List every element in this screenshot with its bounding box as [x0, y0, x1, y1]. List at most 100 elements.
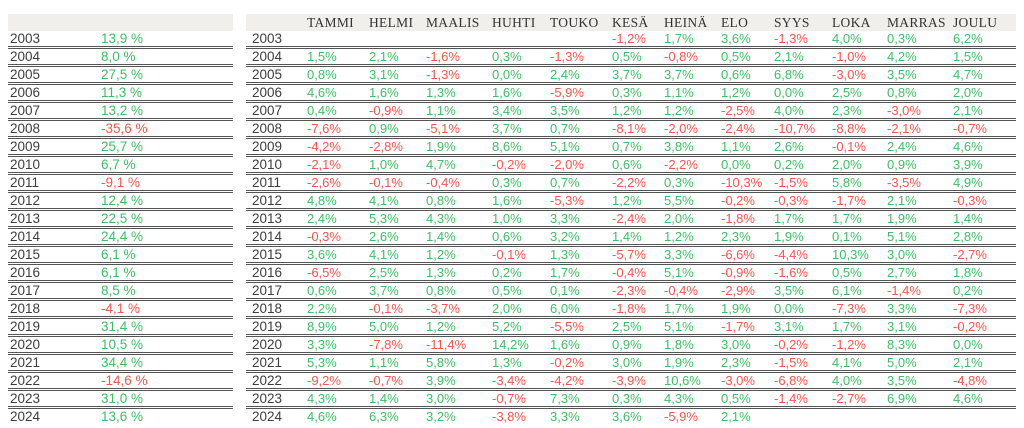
monthly-return-cell: 2,5%: [831, 83, 886, 103]
monthly-return-cell: -0,2%: [720, 191, 773, 211]
table-row: 2022 -9,2% -0,7% 3,9% -3,4% -4,2% -3,9% 10,6% -3…: [246, 371, 1016, 391]
table-row: 2003 -1,2% 1,7% 3,6% -1,3% 4,0% 0,3% 6,2%: [246, 31, 1016, 49]
monthly-return-cell: 4,3%: [306, 389, 368, 409]
monthly-return-cell: -4,2%: [549, 371, 611, 391]
monthly-return-cell: 5,8%: [831, 173, 886, 193]
monthly-return-cell: 6,1%: [831, 281, 886, 301]
table-row: 2012 4,8% 4,1% 0,8% 1,6% -5,3% 1,2% 5,5% -0,2% -0…: [246, 191, 1016, 211]
table-row: 2024 13,6 %: [8, 408, 233, 424]
monthly-return-cell: -1,8%: [720, 209, 773, 229]
table-row: 2015 3,6% 4,1% 1,2% -0,1% 1,3% -5,7% 3,3% -6,6% -…: [246, 245, 1016, 265]
monthly-return-cell: 3,1%: [368, 65, 425, 85]
table-row: 2011 -9,1 %: [8, 173, 233, 193]
table-row: 2008 -35,6 %: [8, 119, 233, 139]
annual-return-cell: 13,9 %: [100, 31, 233, 49]
monthly-return-cell: 2,4%: [549, 65, 611, 85]
monthly-return-cell: 1,7%: [549, 263, 611, 283]
monthly-return-cell: [831, 408, 886, 425]
month-header-cell: SYYS: [773, 14, 831, 31]
monthly-return-cell: 6,2%: [952, 31, 1016, 49]
monthly-return-cell: -2,4%: [611, 209, 663, 229]
monthly-return-cell: 4,2%: [886, 47, 952, 67]
monthly-return-cell: 0,5%: [491, 281, 549, 301]
annual-return-cell: 25,7 %: [100, 137, 233, 157]
table-row: 2007 0,4% -0,9% 1,1% 3,4% 3,5% 1,2% 1,2% -2,5% 4,…: [246, 101, 1016, 121]
monthly-return-cell: 1,3%: [425, 263, 491, 283]
monthly-return-cell: -0,1%: [831, 137, 886, 157]
monthly-return-cell: 3,6%: [612, 409, 642, 424]
monthly-return-cell: -0,9%: [720, 263, 773, 283]
monthly-return-cell: 5,3%: [306, 353, 368, 373]
monthly-return-cell: 1,7%: [831, 317, 886, 337]
year-cell: 2013: [246, 209, 306, 229]
monthly-return-cell: 0,8%: [306, 65, 368, 85]
year-cell: 2019: [8, 317, 100, 337]
monthly-return-cell: 1,2%: [663, 101, 720, 121]
monthly-return-cell: 0,6%: [611, 155, 663, 175]
monthly-return-cell: 4,3%: [425, 209, 491, 229]
monthly-return-cell: 2,2%: [306, 299, 368, 319]
monthly-return-cell: 1,7%: [663, 31, 720, 49]
table-row: 2023 31,0 %: [8, 389, 233, 409]
monthly-return-cell: 7,3%: [549, 389, 611, 409]
monthly-return-cell: 3,1%: [773, 317, 831, 337]
monthly-return-cell: -1,6%: [773, 263, 831, 283]
monthly-return-cell: 2,1%: [952, 101, 1016, 121]
monthly-return-cell: -0,1%: [368, 173, 425, 193]
annual-return-cell: 6,1 %: [100, 245, 233, 265]
monthly-return-cell: 3,6%: [720, 31, 773, 49]
monthly-return-cell: 1,2%: [720, 83, 773, 103]
year-cell: 2012: [246, 191, 306, 211]
month-header-cell: HELMI: [368, 14, 425, 31]
monthly-return-cell: -7,6%: [306, 119, 368, 139]
monthly-return-cell: 2,1%: [368, 47, 425, 67]
monthly-return-cell: 4,1%: [368, 191, 425, 211]
monthly-return-cell: -0,3%: [306, 227, 368, 247]
monthly-return-cell: 0,4%: [306, 101, 368, 121]
monthly-return-cell: 0,0%: [952, 335, 1016, 355]
table-row: 2008 -7,6% 0,9% -5,1% 3,7% 0,7% -8,1% -2,0% -2,4…: [246, 119, 1016, 139]
monthly-return-cell: 3,4%: [491, 101, 549, 121]
monthly-return-cell: 0,3%: [611, 83, 663, 103]
year-cell: 2020: [246, 335, 306, 355]
monthly-return-cell: -1,7%: [831, 191, 886, 211]
table-row: 2018 2,2% -0,1% -3,7% 2,0% 6,0% -1,8% 1,7% 1,9% 0…: [246, 299, 1016, 319]
monthly-return-cell: 2,1%: [886, 191, 952, 211]
monthly-return-cell: 3,0%: [611, 353, 663, 373]
monthly-return-cell: -0,7%: [952, 119, 1016, 139]
monthly-return-cell: 4,7%: [425, 155, 491, 175]
monthly-return-cell: 1,8%: [663, 335, 720, 355]
annual-return-cell: -9,1 %: [100, 173, 233, 193]
monthly-return-cell: 2,0%: [663, 209, 720, 229]
annual-return-cell: 12,4 %: [100, 191, 233, 211]
year-cell: 2011: [8, 173, 100, 193]
table-row: 2014 -0,3% 2,6% 1,4% 0,6% 3,2% 1,4% 1,2% 2,3% 1,9…: [246, 227, 1016, 247]
monthly-return-cell: 2,8%: [952, 227, 1016, 247]
year-cell: 2022: [246, 371, 306, 391]
monthly-return-cell: 0,2%: [773, 155, 831, 175]
monthly-return-cell: -3,5%: [886, 173, 952, 193]
annual-return-cell: 13,6 %: [101, 409, 144, 424]
monthly-return-cell: 2,3%: [720, 227, 773, 247]
monthly-return-cell: [368, 31, 425, 49]
monthly-return-cell: 3,0%: [886, 245, 952, 265]
monthly-return-cell: 6,3%: [369, 409, 399, 424]
year-cell: 2017: [246, 281, 306, 301]
annual-return-cell: 22,5 %: [100, 209, 233, 229]
annual-return-cell: 8,0 %: [100, 47, 233, 67]
table-row: 2005 0,8% 3,1% -1,3% 0,0% 2,4% 3,7% 3,7% 0,6% 6,8…: [246, 65, 1016, 85]
annual-return-cell: 6,7 %: [100, 155, 233, 175]
month-header-cell: ELO: [720, 14, 773, 31]
monthly-return-cell: -6,6%: [720, 245, 773, 265]
monthly-return-cell: 4,6%: [952, 137, 1016, 157]
monthly-return-cell: 3,9%: [952, 155, 1016, 175]
monthly-return-cell: -5,5%: [549, 317, 611, 337]
year-cell: 2008: [246, 119, 306, 139]
monthly-return-cell: 1,5%: [306, 47, 368, 67]
table-row: 2004 8,0 %: [8, 47, 233, 67]
monthly-return-cell: -0,2%: [773, 335, 831, 355]
annual-return-cell: -35,6 %: [100, 119, 233, 139]
monthly-return-cell: 0,6%: [491, 227, 549, 247]
month-header-cell: TAMMI: [306, 14, 368, 31]
